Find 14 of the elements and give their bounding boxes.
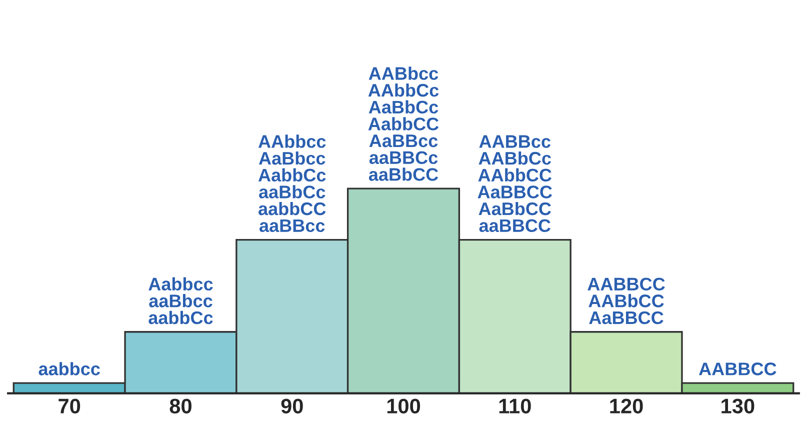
annotation: AABbcc AAbbCc AaBbCc AabbCC AaBBcc aaBBCc aaBbCC [368,66,439,181]
x-tick-label: 100 [387,398,420,414]
annotation: Aabbcc aaBbcc aabbCc [148,277,213,324]
x-tick-label: 110 [499,398,531,414]
annotation: AABBCC [698,362,776,376]
x-tick-label: 120 [610,398,643,414]
annotation: aabbcc [38,362,100,376]
x-tick-label: 70 [58,398,80,414]
x-tick-label: 130 [722,398,754,414]
x-tick-label: 90 [281,398,303,414]
annotation: AAbbcc AaBbcc AabbCc aaBbCc aabbCC aaBBcc [258,134,326,232]
x-tick-label: 80 [170,398,192,414]
annotation: AABBCC AABbCC AaBBCC [588,278,665,324]
annotation: AABBcc AABbCc AAbbCC AaBBCC AaBbCC aaBBCC [478,135,552,232]
